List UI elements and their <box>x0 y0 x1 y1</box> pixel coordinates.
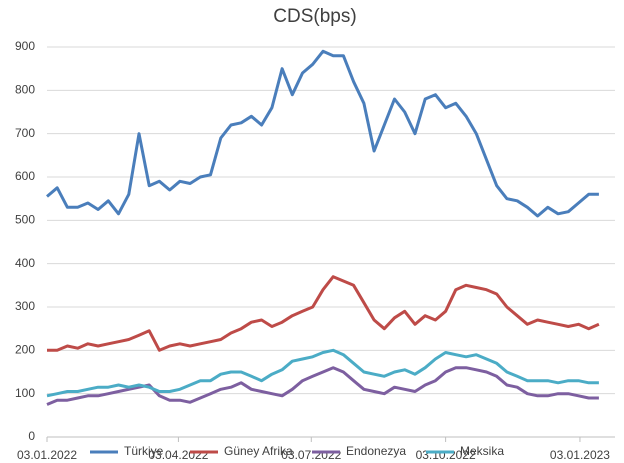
chart-title: CDS(bps) <box>273 6 356 27</box>
x-tick-label: 03.01.2022 <box>17 448 77 462</box>
y-tick-label: 900 <box>15 39 35 53</box>
series-line <box>46 366 599 406</box>
legend-label: Endonezya <box>346 444 406 458</box>
y-tick-label: 400 <box>15 256 35 270</box>
legend-label: Türkiye <box>124 444 164 458</box>
y-tick-label: 0 <box>28 429 35 443</box>
y-tick-label: 100 <box>15 386 35 400</box>
legend-label: Meksika <box>460 444 504 458</box>
y-tick-label: 600 <box>15 169 35 183</box>
y-tick-label: 800 <box>15 83 35 97</box>
x-tick-label: 03.01.2023 <box>550 448 610 462</box>
legend-label: Güney Afrika <box>224 444 293 458</box>
y-tick-label: 700 <box>15 126 35 140</box>
y-tick-label: 500 <box>15 213 35 227</box>
series-line <box>46 348 599 398</box>
series-line <box>46 49 599 218</box>
y-tick-label: 300 <box>15 299 35 313</box>
series-line <box>47 275 600 352</box>
y-tick-label: 200 <box>15 343 35 357</box>
